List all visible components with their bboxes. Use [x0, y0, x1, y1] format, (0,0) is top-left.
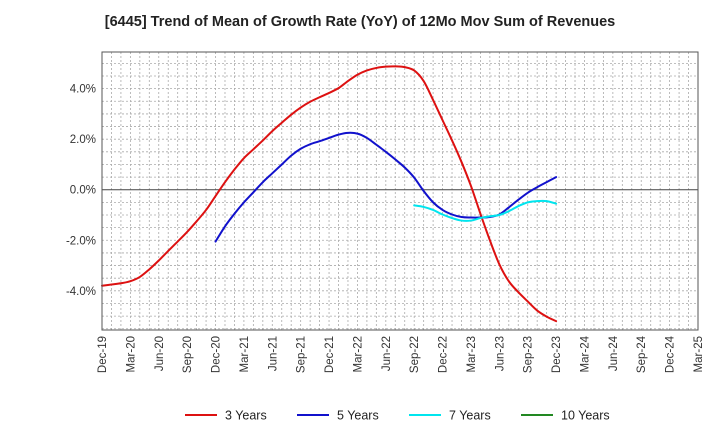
chart-title: [6445] Trend of Mean of Growth Rate (YoY…	[104, 14, 616, 30]
x-tick-label: Mar-22	[352, 336, 364, 372]
x-tick-label: Mar-25	[693, 336, 705, 372]
x-tick-label: Jun-20	[154, 336, 166, 371]
plot-frame	[101, 51, 699, 331]
x-tick-label: Dec-21	[324, 336, 336, 373]
x-tick-label: Mar-20	[125, 336, 137, 372]
x-tick-label: Sep-20	[182, 336, 194, 373]
series-line-7-years	[413, 199, 558, 222]
x-axis-ticks: Dec-19 Mar-20 Jun-20 Sep-20 Dec-20 Mar-21 Jun-…	[97, 335, 705, 373]
x-tick-label: Jun-22	[381, 336, 393, 371]
x-tick-label: Mar-24	[579, 335, 591, 372]
x-tick-label: Jun-23	[494, 336, 506, 371]
x-tick-label: Dec-19	[97, 336, 109, 373]
x-tick-label: Dec-22	[438, 336, 450, 373]
y-axis-ticks: -4.0% -2.0% 0.0% 2.0% 4.0%	[66, 84, 96, 298]
x-tick-label: Sep-24	[636, 335, 648, 373]
legend: 3 Years 5 Years 7 Years 10 Years	[185, 409, 610, 423]
x-tick-label: Sep-23	[523, 336, 535, 373]
legend-label-5-years: 5 Years	[337, 409, 379, 423]
x-tick-label: Mar-23	[466, 336, 478, 372]
x-tick-label: Jun-21	[267, 336, 279, 371]
y-tick-label: 2.0%	[70, 134, 96, 146]
y-tick-label: -2.0%	[66, 235, 96, 247]
x-tick-label: Jun-24	[608, 335, 620, 371]
legend-label-3-years: 3 Years	[225, 409, 267, 423]
series-layer	[101, 65, 558, 323]
x-tick-label: Sep-21	[296, 336, 308, 373]
x-tick-label: Dec-24	[665, 335, 677, 373]
y-tick-label: 4.0%	[70, 84, 96, 96]
grid-lines	[102, 52, 698, 330]
x-tick-label: Sep-22	[409, 336, 421, 373]
legend-label-10-years: 10 Years	[561, 409, 610, 423]
x-tick-label: Dec-23	[551, 336, 563, 373]
y-tick-label: 0.0%	[70, 185, 96, 197]
x-tick-label: Mar-21	[239, 336, 251, 372]
y-tick-label: -4.0%	[66, 286, 96, 298]
x-tick-label: Dec-20	[211, 336, 223, 373]
series-line-3-years	[101, 65, 558, 323]
legend-label-7-years: 7 Years	[449, 409, 491, 423]
